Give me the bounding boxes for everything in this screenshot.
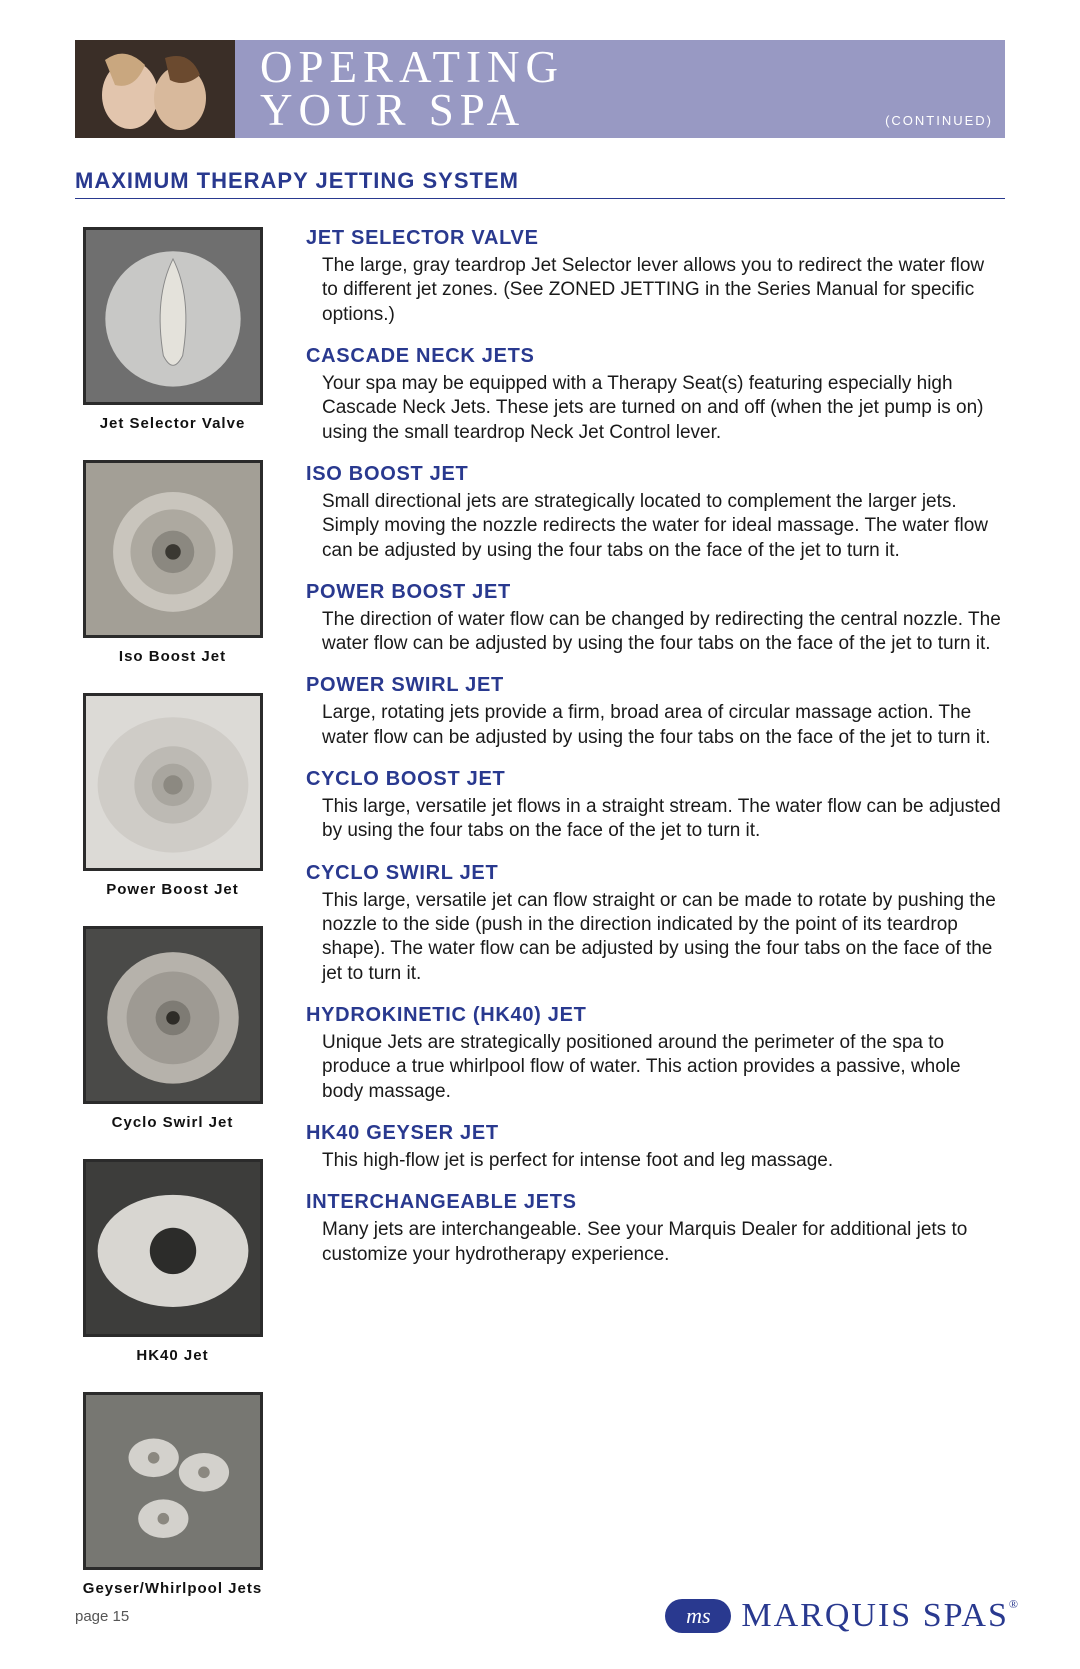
entry-body: This high-flow jet is perfect for intens… <box>306 1149 1005 1173</box>
entry-hk40-geyser-jet: HK40 GEYSER JET This high-flow jet is pe… <box>306 1122 1005 1173</box>
section-heading: MAXIMUM THERAPY JETTING SYSTEM <box>75 168 1005 199</box>
brand-logo: ms MARQUIS SPAS® <box>665 1597 1020 1635</box>
entries-column: JET SELECTOR VALVE The large, gray teard… <box>306 227 1005 1625</box>
entry-body: Large, rotating jets provide a firm, bro… <box>306 701 1005 750</box>
entry-title: CYCLO SWIRL JET <box>306 862 1005 885</box>
figure-geyser-whirlpool-jets: Geyser/Whirlpool Jets <box>75 1392 270 1597</box>
entry-title: HK40 GEYSER JET <box>306 1122 1005 1145</box>
entry-jet-selector-valve: JET SELECTOR VALVE The large, gray teard… <box>306 227 1005 327</box>
page-number: page 15 <box>75 1608 129 1625</box>
figure-caption: Power Boost Jet <box>75 881 270 898</box>
entry-title: JET SELECTOR VALVE <box>306 227 1005 250</box>
figure-iso-boost-jet: Iso Boost Jet <box>75 460 270 665</box>
banner-photo <box>75 40 235 138</box>
figure-caption: Iso Boost Jet <box>75 648 270 665</box>
entry-body: Unique Jets are strategically positioned… <box>306 1031 1005 1104</box>
entry-title: INTERCHANGEABLE JETS <box>306 1191 1005 1214</box>
logo-badge-icon: ms <box>665 1599 731 1633</box>
entry-power-boost-jet: POWER BOOST JET The direction of water f… <box>306 581 1005 657</box>
entry-title: CYCLO BOOST JET <box>306 768 1005 791</box>
entry-body: Small directional jets are strategically… <box>306 490 1005 563</box>
figure-caption: HK40 Jet <box>75 1347 270 1364</box>
figures-column: Jet Selector Valve Iso Boost Jet <box>75 227 270 1625</box>
header-banner: OPERATING YOUR SPA (CONTINUED) <box>75 40 1005 138</box>
entry-body: The large, gray teardrop Jet Selector le… <box>306 254 1005 327</box>
figure-caption: Geyser/Whirlpool Jets <box>75 1580 270 1597</box>
entry-body: Many jets are interchangeable. See your … <box>306 1218 1005 1267</box>
entry-title: HYDROKINETIC (HK40) JET <box>306 1004 1005 1027</box>
figure-jet-selector-valve: Jet Selector Valve <box>75 227 270 432</box>
entry-title: POWER SWIRL JET <box>306 674 1005 697</box>
figure-caption: Cyclo Swirl Jet <box>75 1114 270 1131</box>
banner-continued: (CONTINUED) <box>885 113 993 128</box>
entry-cascade-neck-jets: CASCADE NECK JETS Your spa may be equipp… <box>306 345 1005 445</box>
entry-cyclo-boost-jet: CYCLO BOOST JET This large, versatile je… <box>306 768 1005 844</box>
entry-title: ISO BOOST JET <box>306 463 1005 486</box>
figure-hk40-jet: HK40 Jet <box>75 1159 270 1364</box>
figure-caption: Jet Selector Valve <box>75 415 270 432</box>
figure-power-boost-jet: Power Boost Jet <box>75 693 270 898</box>
entry-body: The direction of water flow can be chang… <box>306 608 1005 657</box>
figure-cyclo-swirl-jet: Cyclo Swirl Jet <box>75 926 270 1131</box>
banner-title-line1: OPERATING <box>260 46 1005 89</box>
entry-power-swirl-jet: POWER SWIRL JET Large, rotating jets pro… <box>306 674 1005 750</box>
entry-title: CASCADE NECK JETS <box>306 345 1005 368</box>
logo-registered: ® <box>1009 1597 1020 1611</box>
logo-text: MARQUIS SPAS <box>741 1597 1008 1634</box>
entry-body: Your spa may be equipped with a Therapy … <box>306 372 1005 445</box>
page-footer: page 15 ms MARQUIS SPAS® <box>75 1597 1020 1635</box>
entry-body: This large, versatile jet can flow strai… <box>306 889 1005 986</box>
entry-interchangeable-jets: INTERCHANGEABLE JETS Many jets are inter… <box>306 1191 1005 1267</box>
entry-iso-boost-jet: ISO BOOST JET Small directional jets are… <box>306 463 1005 563</box>
entry-body: This large, versatile jet flows in a str… <box>306 795 1005 844</box>
entry-title: POWER BOOST JET <box>306 581 1005 604</box>
entry-hydrokinetic-hk40-jet: HYDROKINETIC (HK40) JET Unique Jets are … <box>306 1004 1005 1104</box>
entry-cyclo-swirl-jet: CYCLO SWIRL JET This large, versatile je… <box>306 862 1005 986</box>
